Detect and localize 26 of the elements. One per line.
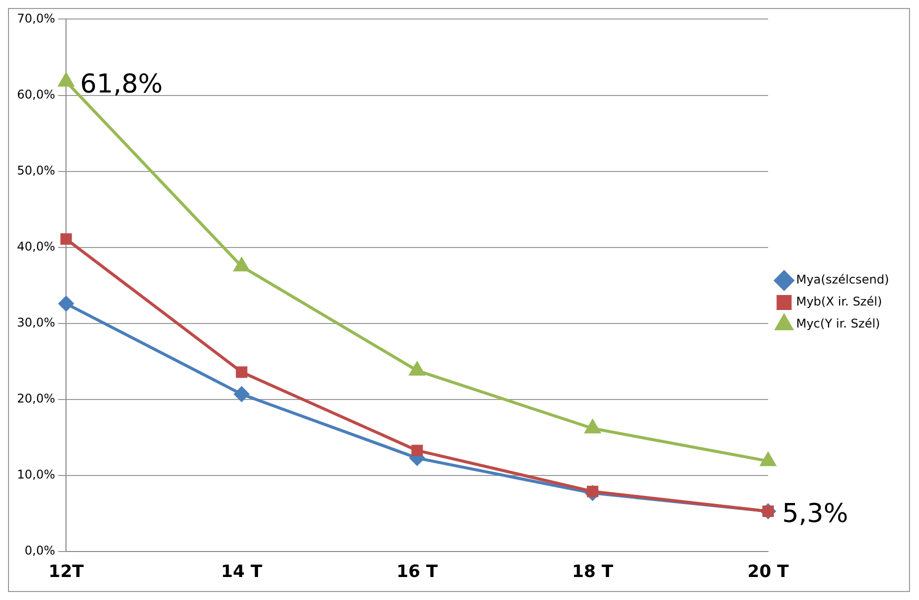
x-tick-label: 12T [48,562,84,582]
point [58,73,74,87]
y-tick-label: 10,0% [16,468,56,482]
y-tick-label: 30,0% [16,316,56,330]
legend-label: Myc(Y ir. Szél) [796,316,880,331]
y-tick-label: 50,0% [16,163,56,178]
x-tick-label: 18 T [572,562,614,582]
x-tick-label: 16 T [396,562,438,582]
point [60,233,72,245]
legend-label: Myb(X ir. Szél) [796,294,882,309]
point [234,386,250,402]
legend-label: Mya(szélcsend) [796,272,890,287]
point [234,258,250,272]
y-tick-label: 40,0% [16,239,56,254]
point [411,444,423,456]
y-tick-label: 0,0% [24,544,56,558]
data-label: 61,8% [80,69,163,100]
x-tick-label: 20 T [748,562,790,582]
point [236,366,248,378]
point [410,362,425,376]
x-tick-label: 14 T [221,562,263,582]
y-tick-label: 20,0% [16,392,56,406]
point [58,296,74,312]
y-tick-label: 70,0% [16,11,56,26]
data-label: 5,3% [782,499,848,530]
y-tick-label: 60,0% [16,87,56,102]
